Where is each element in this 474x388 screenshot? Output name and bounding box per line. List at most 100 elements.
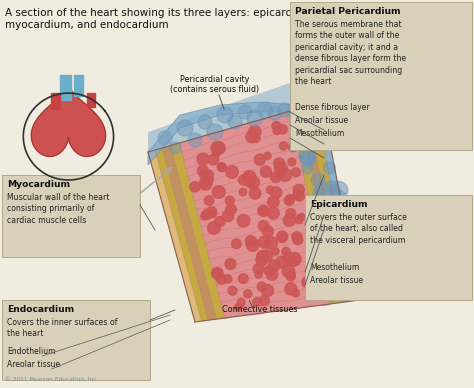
- Circle shape: [312, 187, 326, 200]
- Circle shape: [327, 289, 339, 301]
- Text: Epicardium: Epicardium: [310, 200, 367, 209]
- Circle shape: [202, 209, 212, 219]
- Circle shape: [276, 256, 288, 268]
- Circle shape: [302, 163, 313, 174]
- Circle shape: [324, 242, 337, 256]
- Text: Endothelium: Endothelium: [7, 347, 55, 356]
- Circle shape: [258, 205, 269, 216]
- Circle shape: [302, 278, 312, 288]
- Circle shape: [252, 134, 260, 142]
- Circle shape: [323, 210, 334, 220]
- Circle shape: [254, 154, 265, 165]
- Circle shape: [327, 232, 335, 241]
- Circle shape: [348, 282, 359, 293]
- Circle shape: [249, 188, 261, 199]
- Circle shape: [309, 242, 319, 253]
- Circle shape: [226, 204, 237, 215]
- Circle shape: [256, 254, 268, 266]
- Circle shape: [328, 186, 341, 199]
- Circle shape: [326, 274, 337, 285]
- Text: Areolar tissue: Areolar tissue: [295, 116, 348, 125]
- Circle shape: [279, 169, 292, 181]
- Circle shape: [321, 247, 337, 263]
- Circle shape: [338, 239, 354, 255]
- Circle shape: [212, 185, 225, 198]
- Circle shape: [264, 266, 274, 276]
- Circle shape: [238, 105, 252, 119]
- Circle shape: [289, 256, 300, 266]
- Circle shape: [238, 175, 249, 185]
- Circle shape: [231, 239, 241, 249]
- Circle shape: [213, 142, 225, 154]
- Circle shape: [319, 289, 328, 297]
- Polygon shape: [31, 85, 106, 156]
- Polygon shape: [171, 143, 225, 319]
- Circle shape: [271, 172, 281, 182]
- FancyBboxPatch shape: [2, 175, 140, 257]
- Circle shape: [309, 264, 318, 274]
- Circle shape: [217, 107, 233, 123]
- Circle shape: [204, 196, 214, 205]
- Circle shape: [207, 207, 217, 217]
- Circle shape: [225, 258, 236, 270]
- Circle shape: [260, 166, 272, 177]
- Circle shape: [280, 142, 288, 150]
- Circle shape: [211, 142, 224, 154]
- Circle shape: [292, 235, 303, 245]
- Text: Connective tissues: Connective tissues: [222, 305, 298, 314]
- Circle shape: [282, 265, 295, 277]
- Circle shape: [270, 187, 282, 198]
- Circle shape: [301, 151, 315, 165]
- Circle shape: [246, 236, 256, 246]
- Circle shape: [328, 280, 338, 290]
- Circle shape: [320, 230, 335, 245]
- Circle shape: [288, 271, 295, 279]
- Circle shape: [197, 165, 208, 176]
- Circle shape: [278, 234, 286, 242]
- Circle shape: [246, 178, 255, 188]
- Circle shape: [298, 213, 305, 221]
- Circle shape: [309, 258, 318, 267]
- FancyBboxPatch shape: [305, 195, 472, 300]
- Circle shape: [305, 116, 319, 130]
- Circle shape: [248, 177, 260, 189]
- Circle shape: [285, 283, 297, 295]
- Circle shape: [268, 106, 282, 120]
- Circle shape: [225, 196, 234, 205]
- Polygon shape: [148, 72, 322, 152]
- Circle shape: [213, 149, 220, 157]
- Circle shape: [243, 173, 251, 181]
- Bar: [74, 75, 83, 96]
- Circle shape: [307, 249, 319, 261]
- Circle shape: [298, 134, 311, 147]
- FancyBboxPatch shape: [2, 300, 150, 380]
- Circle shape: [331, 191, 347, 207]
- Polygon shape: [162, 146, 217, 320]
- Circle shape: [341, 278, 355, 291]
- Circle shape: [267, 207, 279, 219]
- Circle shape: [295, 216, 303, 223]
- Circle shape: [248, 126, 261, 138]
- Circle shape: [201, 213, 208, 220]
- Circle shape: [158, 131, 172, 145]
- Circle shape: [301, 149, 316, 164]
- Polygon shape: [179, 111, 330, 318]
- Circle shape: [246, 238, 259, 251]
- Circle shape: [339, 286, 352, 299]
- Circle shape: [218, 163, 227, 171]
- Circle shape: [211, 268, 223, 279]
- Circle shape: [311, 173, 325, 187]
- Circle shape: [286, 272, 295, 281]
- Circle shape: [263, 226, 273, 237]
- Circle shape: [302, 128, 314, 140]
- Circle shape: [299, 148, 314, 164]
- Circle shape: [203, 175, 213, 184]
- Circle shape: [325, 258, 333, 266]
- Circle shape: [323, 229, 338, 243]
- Bar: [51, 93, 61, 109]
- Circle shape: [333, 200, 347, 214]
- Circle shape: [217, 163, 226, 171]
- Circle shape: [286, 195, 295, 203]
- Text: Areolar tissue: Areolar tissue: [7, 360, 60, 369]
- Text: The serous membrane that
forms the outer wall of the
pericardial cavity; it and : The serous membrane that forms the outer…: [295, 20, 406, 86]
